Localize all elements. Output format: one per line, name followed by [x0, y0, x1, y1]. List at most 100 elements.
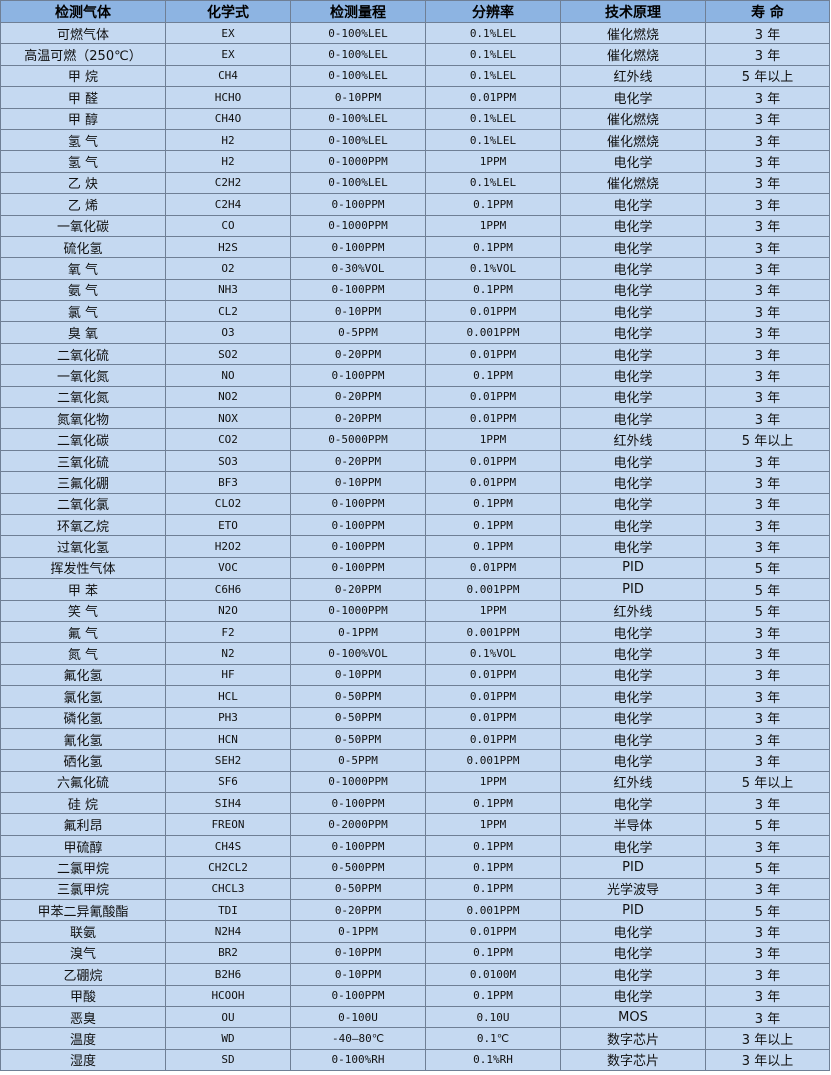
- cell-gas-name: 二氯甲烷: [0, 856, 166, 879]
- cell-lifespan: 3 年: [705, 513, 830, 537]
- cell-principle: PID: [560, 578, 706, 601]
- cell-formula: NH3: [165, 278, 291, 302]
- cell-principle: 电化学: [560, 471, 706, 494]
- cell-range: 0-100%LEL: [290, 43, 426, 66]
- cell-resolution: 0.01PPM: [425, 385, 561, 409]
- table-row: 甲酸 HCOOH 0-100PPM 0.1PPM 电化学 3 年: [0, 984, 830, 1007]
- cell-principle: 电化学: [560, 300, 706, 323]
- cell-resolution: 0.1PPM: [425, 834, 561, 858]
- cell-lifespan: 3 年: [705, 86, 830, 109]
- cell-principle: 电化学: [560, 150, 706, 173]
- cell-formula: HCN: [165, 727, 291, 751]
- cell-gas-name: 二氧化氮: [0, 385, 166, 409]
- cell-gas-name: 三氟化硼: [0, 471, 166, 494]
- table-row: 笑 气 N2O 0-1000PPM 1PPM 红外线 5 年: [0, 599, 830, 622]
- cell-resolution: 0.01PPM: [425, 556, 561, 580]
- cell-gas-name: 氯化氢: [0, 685, 166, 708]
- cell-principle: 红外线: [560, 64, 706, 88]
- cell-formula: EX: [165, 21, 291, 45]
- cell-formula: EX: [165, 43, 291, 66]
- cell-formula: ETO: [165, 513, 291, 537]
- cell-gas-name: 二氧化碳: [0, 428, 166, 451]
- cell-principle: 电化学: [560, 278, 706, 302]
- cell-resolution: 0.01PPM: [425, 727, 561, 751]
- cell-principle: 电化学: [560, 984, 706, 1007]
- table-row: 过氧化氢 H2O2 0-100PPM 0.1PPM 电化学 3 年: [0, 535, 830, 558]
- cell-range: 0-10PPM: [290, 471, 426, 494]
- cell-formula: HCOOH: [165, 984, 291, 1007]
- table-row: 三氯甲烷 CHCL3 0-50PPM 0.1PPM 光学波导 3 年: [0, 877, 830, 901]
- cell-range: 0-100PPM: [290, 235, 426, 259]
- cell-formula: O2: [165, 257, 291, 280]
- cell-lifespan: 3 年: [705, 107, 830, 130]
- cell-resolution: 1PPM: [425, 428, 561, 451]
- header-row: 检测气体 化学式 检测量程 分辨率 技术原理寿 命: [0, 0, 830, 23]
- cell-lifespan: 5 年: [705, 578, 830, 601]
- cell-resolution: 0.1%LEL: [425, 171, 561, 195]
- cell-lifespan: 3 年以上: [705, 1048, 830, 1072]
- cell-resolution: 0.1%LEL: [425, 64, 561, 88]
- cell-gas-name: 溴气: [0, 941, 166, 965]
- cell-lifespan: 3 年: [705, 278, 830, 302]
- cell-lifespan: 3 年: [705, 21, 830, 45]
- cell-gas-name: 联氨: [0, 920, 166, 943]
- table-row: 乙硼烷 B2H6 0-10PPM 0.0100M 电化学 3 年: [0, 963, 830, 986]
- cell-principle: 半导体: [560, 813, 706, 836]
- cell-resolution: 0.1PPM: [425, 364, 561, 387]
- cell-formula: FREON: [165, 813, 291, 836]
- cell-resolution: 1PPM: [425, 150, 561, 173]
- cell-lifespan: 3 年: [705, 385, 830, 409]
- cell-resolution: 0.1%VOL: [425, 642, 561, 665]
- table-row: 乙 烯 C2H4 0-100PPM 0.1PPM 电化学 3 年: [0, 193, 830, 216]
- cell-resolution: 0.1%LEL: [425, 107, 561, 130]
- cell-principle: 电化学: [560, 706, 706, 729]
- cell-principle: 电化学: [560, 449, 706, 473]
- cell-range: 0-2000PPM: [290, 813, 426, 836]
- cell-lifespan: 3 年: [705, 792, 830, 815]
- cell-lifespan: 3 年: [705, 963, 830, 986]
- cell-resolution: 0.1PPM: [425, 513, 561, 537]
- cell-resolution: 0.1PPM: [425, 235, 561, 259]
- cell-principle: 电化学: [560, 214, 706, 237]
- cell-range: 0-30%VOL: [290, 257, 426, 280]
- cell-formula: CH2CL2: [165, 856, 291, 879]
- table-row: 二氧化氮 NO2 0-20PPM 0.01PPM 电化学 3 年: [0, 385, 830, 409]
- cell-resolution: 0.01PPM: [425, 685, 561, 708]
- cell-gas-name: 硫化氢: [0, 235, 166, 259]
- cell-resolution: 0.001PPM: [425, 578, 561, 601]
- cell-range: 0-50PPM: [290, 685, 426, 708]
- cell-formula: F2: [165, 620, 291, 644]
- cell-principle: 电化学: [560, 385, 706, 409]
- cell-range: 0-50PPM: [290, 877, 426, 901]
- cell-range: 0-50PPM: [290, 706, 426, 729]
- cell-principle: 电化学: [560, 235, 706, 259]
- cell-principle: 电化学: [560, 321, 706, 344]
- cell-lifespan: 3 年: [705, 984, 830, 1007]
- cell-principle: 数字芯片: [560, 1027, 706, 1050]
- cell-range: 0-100PPM: [290, 278, 426, 302]
- cell-resolution: 0.01PPM: [425, 342, 561, 366]
- table-row: 湿度 SD 0-100%RH 0.1%RH 数字芯片 3 年以上: [0, 1048, 830, 1072]
- cell-principle: 电化学: [560, 86, 706, 109]
- cell-gas-name: 硒化氢: [0, 749, 166, 772]
- cell-range: 0-100PPM: [290, 556, 426, 580]
- column-header-formula: 化学式: [165, 0, 291, 23]
- cell-gas-name: 温度: [0, 1027, 166, 1050]
- cell-principle: 电化学: [560, 193, 706, 216]
- cell-gas-name: 乙 烯: [0, 193, 166, 216]
- cell-resolution: 0.001PPM: [425, 899, 561, 922]
- table-row: 三氟化硼 BF3 0-10PPM 0.01PPM 电化学 3 年: [0, 471, 830, 494]
- cell-range: 0-20PPM: [290, 407, 426, 430]
- cell-lifespan: 3 年: [705, 214, 830, 237]
- cell-lifespan: 3 年: [705, 364, 830, 387]
- cell-principle: 数字芯片: [560, 1048, 706, 1072]
- cell-range: 0-100PPM: [290, 834, 426, 858]
- cell-range: 0-10PPM: [290, 963, 426, 986]
- cell-formula: NO: [165, 364, 291, 387]
- cell-resolution: 1PPM: [425, 770, 561, 794]
- column-header-resolution: 分辨率: [425, 0, 561, 23]
- cell-lifespan: 5 年以上: [705, 64, 830, 88]
- cell-lifespan: 3 年: [705, 727, 830, 751]
- cell-formula: CHCL3: [165, 877, 291, 901]
- cell-formula: SIH4: [165, 792, 291, 815]
